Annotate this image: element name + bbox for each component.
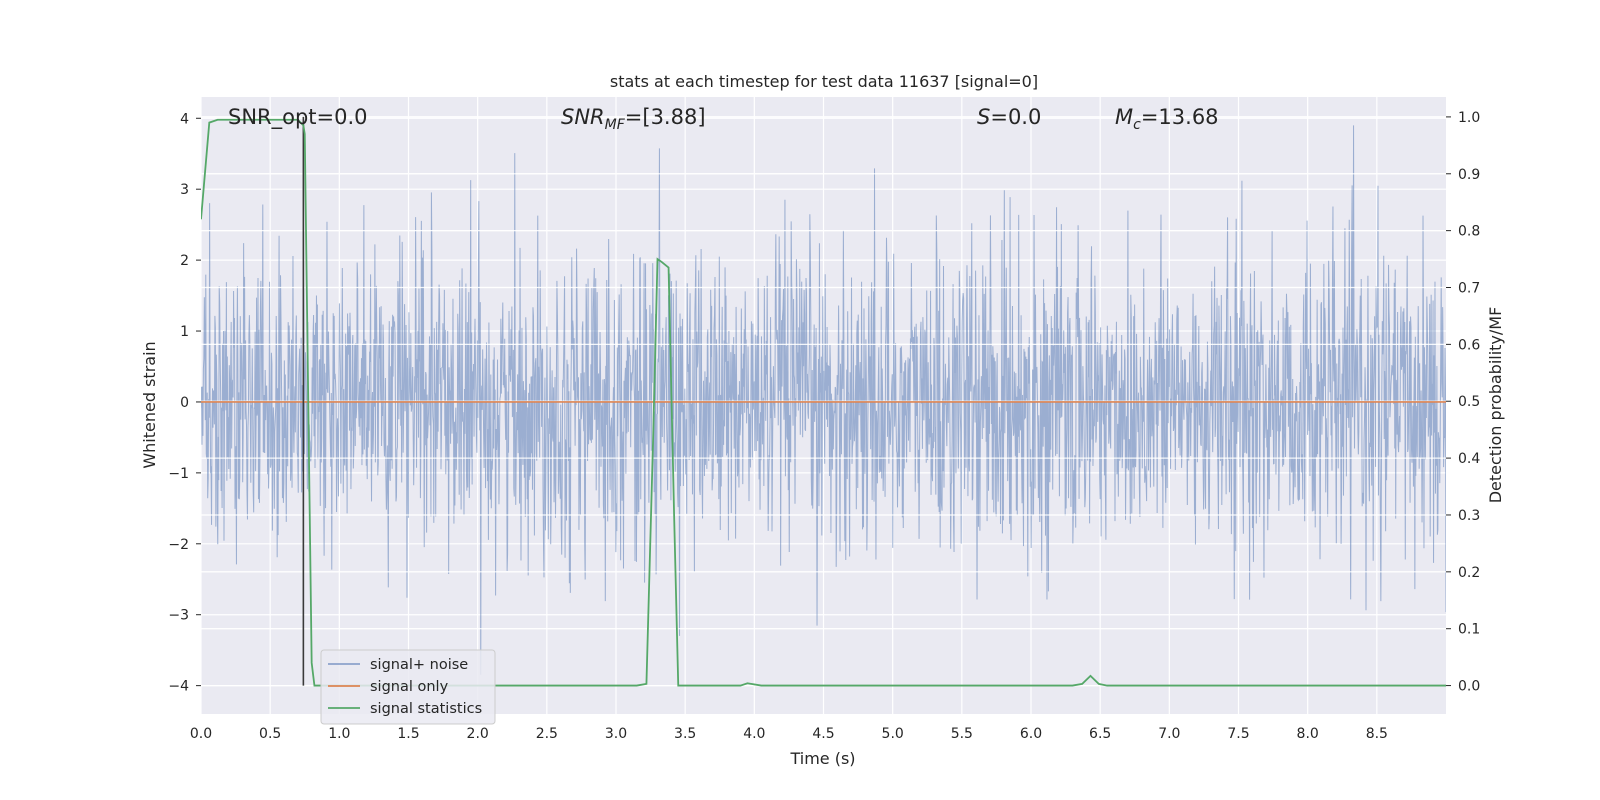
annotation-mc: Mc=13.68 xyxy=(1115,105,1219,133)
x-tick-label: 8.5 xyxy=(1366,726,1388,742)
x-tick-label: 1.0 xyxy=(328,726,350,742)
y-left-tick-label: 3 xyxy=(180,182,189,198)
legend-frame xyxy=(320,649,496,725)
x-axis-label: Time (s) xyxy=(789,749,855,768)
chart-title: stats at each timestep for test data 116… xyxy=(610,72,1038,91)
y-left-axis-label: Whitened strain xyxy=(140,341,159,468)
x-tick-label: 3.5 xyxy=(674,726,696,742)
y-left-tick-labels: −4 −3 −2 −1 0 1 2 3 4 xyxy=(168,111,201,695)
x-tick-label: 1.5 xyxy=(397,726,419,742)
x-tick-label: 7.5 xyxy=(1227,726,1249,742)
y-right-tick-label: 1.0 xyxy=(1458,110,1480,126)
x-tick-label: 2.5 xyxy=(536,726,558,742)
y-right-tick-label: 0.8 xyxy=(1458,224,1480,240)
annotation-mc-sub: c xyxy=(1133,117,1141,133)
y-right-axis-label: Detection probability/MF xyxy=(1486,307,1505,504)
legend: signal+ noise signal only signal statist… xyxy=(320,649,496,725)
y-right-tick-label: 0.9 xyxy=(1458,167,1480,183)
x-tick-labels: 0.0 0.5 1.0 1.5 2.0 2.5 3.0 3.5 4.0 4.5 5.0 5.5 6.0 6… xyxy=(190,726,1388,742)
y-right-tick-label: 0.4 xyxy=(1458,451,1480,467)
legend-label-signal-statistics: signal statistics xyxy=(370,701,482,717)
annotation-s-var: S xyxy=(977,105,990,129)
y-right-tick-label: 0.2 xyxy=(1458,565,1480,581)
series-signal-statistics xyxy=(201,118,1446,687)
y-right-tick-label: 0.0 xyxy=(1458,679,1480,695)
y-left-tick-label: −3 xyxy=(168,608,189,624)
y-right-tick-label: 0.1 xyxy=(1458,622,1480,638)
annotation-snr-mf: SNRMF=[3.88] xyxy=(561,105,706,133)
y-left-tick-label: 0 xyxy=(180,395,189,411)
x-tick-label: 0.5 xyxy=(259,726,281,742)
annotation-snr-mf-value: =[3.88] xyxy=(625,105,706,129)
annotation-mc-base: M xyxy=(1115,105,1133,129)
annotation-s: S=0.0 xyxy=(977,105,1041,129)
y-left-tick-label: −4 xyxy=(168,679,189,695)
x-tick-label: 6.5 xyxy=(1089,726,1111,742)
annotation-snr-opt: SNR_opt=0.0 xyxy=(228,105,368,130)
annotation-snr-mf-base: SNR xyxy=(561,105,605,129)
x-tick-label: 5.5 xyxy=(951,726,973,742)
x-tick-label: 4.0 xyxy=(743,726,765,742)
x-tick-label: 4.5 xyxy=(812,726,834,742)
y-left-tick-label: 1 xyxy=(180,324,189,340)
annotation-snr-mf-sub: MF xyxy=(605,117,626,133)
y-left-tick-label: 2 xyxy=(180,253,189,269)
y-right-tick-labels: 0.0 0.1 0.2 0.3 0.4 0.5 0.6 0.7 0.8 0.9 1.0 xyxy=(1446,110,1480,695)
annotation-mc-value: =13.68 xyxy=(1141,105,1219,129)
series-signal-plus-noise xyxy=(201,125,1446,675)
x-tick-label: 6.0 xyxy=(1020,726,1042,742)
legend-label-signal-only: signal only xyxy=(370,679,449,695)
legend-label-signal-plus-noise: signal+ noise xyxy=(370,657,468,673)
x-tick-label: 8.0 xyxy=(1297,726,1319,742)
annotation-s-value: =0.0 xyxy=(990,105,1041,129)
y-right-tick-label: 0.7 xyxy=(1458,281,1480,297)
x-tick-label: 3.0 xyxy=(605,726,627,742)
y-right-tick-label: 0.6 xyxy=(1458,337,1480,353)
x-tick-label: 0.0 xyxy=(190,726,212,742)
y-left-tick-label: −1 xyxy=(168,466,189,482)
x-tick-label: 5.0 xyxy=(882,726,904,742)
y-left-tick-label: 4 xyxy=(180,111,189,127)
x-tick-label: 2.0 xyxy=(467,726,489,742)
y-right-tick-label: 0.3 xyxy=(1458,508,1480,524)
y-left-tick-label: −2 xyxy=(168,537,189,553)
y-right-tick-label: 0.5 xyxy=(1458,394,1480,410)
x-tick-label: 7.0 xyxy=(1158,726,1180,742)
